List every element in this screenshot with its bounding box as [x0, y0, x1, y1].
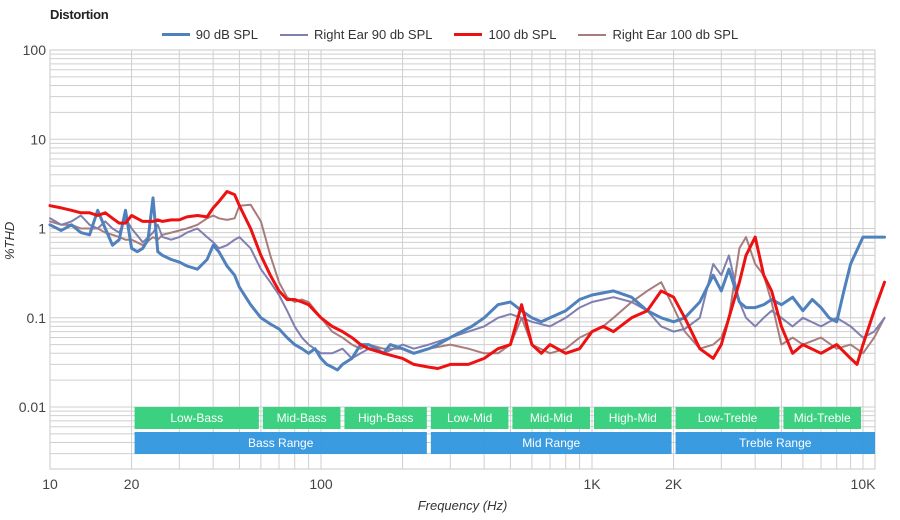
x-axis-label: Frequency (Hz) [417, 498, 508, 513]
y-tick-label: 0.01 [19, 399, 46, 415]
legend-label: Right Ear 90 db SPL [313, 27, 433, 42]
band-high-bass: High-Bass [344, 407, 427, 429]
x-axis-ticks: 10 20 100 1K 2K 10K [42, 476, 876, 492]
y-tick-label: 0.1 [27, 310, 47, 326]
band-label: Mid-Treble [794, 411, 851, 425]
legend-swatch-90db [161, 33, 190, 36]
band-mid-range: Mid Range [430, 432, 672, 454]
y-axis-ticks: 100 10 1 0.1 0.01 [19, 42, 46, 415]
band-label: Mid-Bass [277, 411, 327, 425]
band-label: Mid Range [522, 436, 580, 450]
legend-label: Right Ear 100 db SPL [612, 27, 739, 42]
y-tick-label: 1 [38, 221, 46, 237]
band-high-mid: High-Mid [594, 407, 672, 429]
band-label: High-Mid [609, 411, 657, 425]
legend-swatch-right-ear-90db [279, 33, 308, 36]
y-tick-label: 10 [30, 131, 46, 147]
band-label: Mid-Mid [530, 411, 573, 425]
band-treble-range: Treble Range [675, 432, 875, 454]
band-rect [783, 407, 861, 429]
band-label: Low-Mid [447, 411, 492, 425]
band-rect [344, 407, 427, 429]
band-mid-mid: Mid-Mid [512, 407, 590, 429]
x-tick-label: 10K [851, 476, 877, 492]
series-line-90-db-spl [48, 196, 886, 372]
band-low-treble: Low-Treble [675, 407, 780, 429]
band-label: Low-Bass [170, 411, 223, 425]
x-tick-label: 2K [665, 476, 683, 492]
y-tick-label: 100 [23, 42, 47, 58]
band-label: Bass Range [248, 436, 314, 450]
band-rect [675, 407, 780, 429]
band-rect [430, 407, 509, 429]
band-bass-range: Bass Range [134, 432, 427, 454]
legend-item-100db[interactable]: 100 db SPL [454, 27, 556, 42]
x-tick-label: 1K [583, 476, 601, 492]
series-lines [48, 190, 886, 372]
chart-title: Distortion [50, 7, 109, 22]
legend-label: 90 dB SPL [195, 27, 258, 42]
band-rect [262, 407, 341, 429]
frequency-bands: Low-Bass Mid-Bass High-Bass Low-Mid Mid-Mid H… [134, 407, 875, 454]
legend-label: 100 db SPL [488, 27, 557, 42]
band-label: High-Bass [358, 411, 413, 425]
legend-swatch-100db [454, 33, 483, 36]
band-rect [675, 432, 875, 454]
band-mid-bass: Mid-Bass [262, 407, 341, 429]
plot-border [49, 49, 876, 470]
x-tick-label: 10 [42, 476, 58, 492]
legend-item-90db[interactable]: 90 dB SPL [161, 27, 258, 42]
band-rect [430, 432, 672, 454]
band-label: Treble Range [739, 436, 812, 450]
legend-item-right-ear-90db[interactable]: Right Ear 90 db SPL [279, 27, 433, 42]
legend-item-right-ear-100db[interactable]: Right Ear 100 db SPL [578, 27, 738, 42]
band-label: Low-Treble [698, 411, 758, 425]
x-tick-label: 20 [124, 476, 140, 492]
band-mid-treble: Mid-Treble [783, 407, 861, 429]
band-rect [134, 432, 427, 454]
legend-swatch-right-ear-100db [578, 33, 607, 36]
band-rect [512, 407, 590, 429]
band-rect [134, 407, 259, 429]
legend: 90 dB SPL Right Ear 90 db SPL 100 db SPL… [0, 27, 900, 42]
x-tick-label: 100 [309, 476, 333, 492]
band-low-mid: Low-Mid [430, 407, 509, 429]
series-line-100-db-spl [48, 190, 886, 370]
band-rect [594, 407, 672, 429]
band-low-bass: Low-Bass [134, 407, 259, 429]
y-axis-label: %THD [2, 221, 17, 260]
